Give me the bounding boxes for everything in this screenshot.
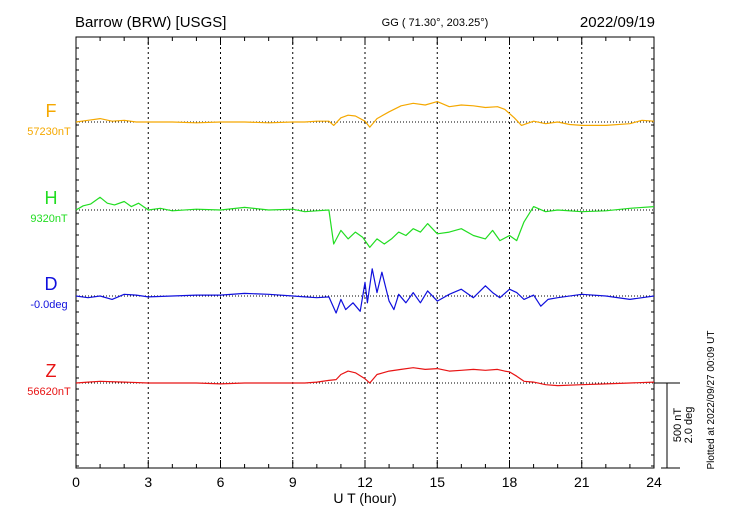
coordinates-label: GG ( 71.30°, 203.25°) [382,17,489,29]
date-label: 2022/09/19 [580,14,655,31]
scale-bar-deg: 2.0 deg [683,407,695,444]
grid-lines [147,37,583,468]
x-tick-label: 24 [646,474,662,490]
series-baseline-value-f: 57230nT [27,126,71,138]
series-name-f: F [46,101,57,121]
series-line-z [75,367,655,387]
series-baseline-value-z: 56620nT [27,386,71,398]
x-tick-label: 21 [574,474,590,490]
scale-bar: 500 nT 2.0 deg [654,382,695,469]
x-tick-label: 12 [357,474,373,490]
x-tick-label: 15 [429,474,445,490]
x-axis-label: U T (hour) [333,490,396,506]
series-line-f [75,100,655,128]
scale-bar-nt: 500 nT [672,408,684,443]
series-labels: F 57230nT H 9320nT D -0.0deg Z 56620nT [27,101,71,398]
x-tick-label: 9 [289,474,297,490]
series-lines [75,100,655,387]
x-tick-label: 3 [144,474,152,490]
series-line-h [75,196,655,248]
plotted-timestamp: Plotted at 2022/09/27 00:09 UT [706,331,717,470]
series-name-d: D [45,274,58,294]
axis-ticks [75,37,655,468]
x-tick-labels: 0 3 6 9 12 15 18 21 24 [72,474,662,490]
series-baseline-value-h: 9320nT [30,213,68,225]
x-tick-label: 6 [217,474,225,490]
series-line-d [75,268,655,314]
series-name-h: H [45,188,58,208]
x-tick-label: 0 [72,474,80,490]
station-title: Barrow (BRW) [USGS] [75,14,226,31]
x-tick-label: 18 [502,474,518,490]
series-baseline-value-d: -0.0deg [30,299,67,311]
series-name-z: Z [46,361,57,381]
